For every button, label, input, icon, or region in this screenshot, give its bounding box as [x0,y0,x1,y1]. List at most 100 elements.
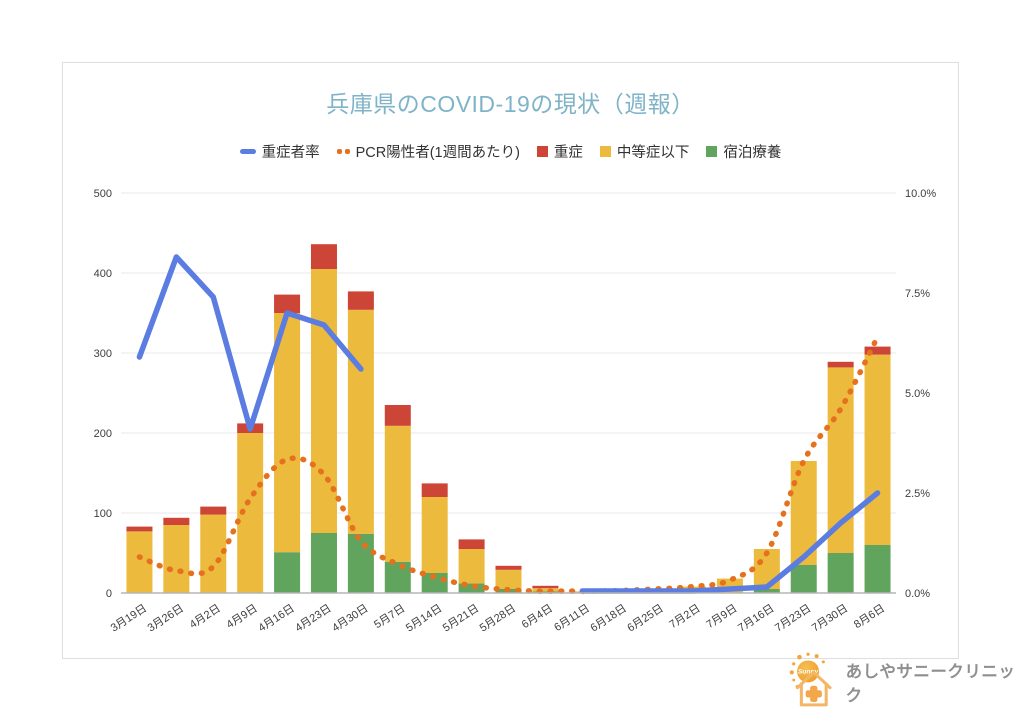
x-axis-label: 7月9日 [704,602,739,631]
y-axis-left-tick: 100 [94,508,112,520]
x-axis-label: 7月2日 [667,602,702,631]
pcr-positive-dotted-line [136,334,881,595]
legend-square-marker-icon [536,146,548,157]
x-axis-label: 4月9日 [225,602,260,631]
y-axis-right-tick: 5.0% [905,388,930,400]
x-axis-label: 4月23日 [293,602,333,634]
bar-segment-green [864,545,891,593]
cross-icon [805,685,822,703]
x-axis-label: 7月30日 [810,602,850,634]
x-axis-label: 5月14日 [404,602,444,634]
clinic-logo-icon: Sunny [789,652,832,707]
legend-item-3: 重症 [536,141,583,162]
stacked-bar-5月7日 [384,405,411,593]
legend-label: 重症者率 [261,145,320,161]
x-axis-label: 5月21日 [441,602,481,634]
bar-segment-green [753,589,780,593]
x-axis-label: 5月7日 [372,602,407,631]
legend-dotted-marker-icon [336,149,350,154]
bar-segment-yellow [495,569,522,589]
bar-segment-yellow [274,313,301,553]
bar-segment-red [347,291,374,310]
x-axis-label: 4月2日 [188,602,223,631]
x-axis-label: 6月11日 [552,602,592,634]
bar-segment-red [421,483,448,497]
stacked-bar-7月30日 [827,361,854,593]
y-axis-left-tick: 0 [106,588,112,600]
bar-segment-red [827,361,854,368]
bar-segment-yellow [532,588,559,592]
y-axis-left-tick: 400 [94,268,112,280]
stacked-bar-4月9日 [237,423,264,593]
stacked-bar-5月14日 [421,483,448,593]
x-axis-label: 8月6日 [852,602,887,631]
bar-segment-red [310,244,337,269]
severe-rate-line [136,254,881,594]
x-axis-label: 4月16日 [256,602,296,634]
legend-label: 中等症以下 [616,145,690,161]
stacked-bar-6月4日 [532,585,559,593]
bar-segment-yellow [310,269,337,533]
stacked-bar-4月30日 [347,291,374,593]
x-axis-label: 6月25日 [625,602,665,634]
x-axis-label: 3月19日 [109,602,149,634]
bar-segment-red [384,405,411,426]
bar-segment-red [864,346,891,355]
legend-label: PCR陽性者(1週間あたり) [355,145,520,161]
bar-segment-red [126,526,153,532]
stacked-bar-3月26日 [163,517,190,593]
chart-legend: 重症者率 PCR陽性者(1週間あたり) 重症 中等症以下 宿泊療養 [63,141,958,162]
bar-segment-yellow [200,514,227,593]
x-axis-label: 4月30日 [330,602,370,634]
bar-segment-yellow [163,525,190,593]
sun-text: Sunny [798,668,819,675]
stacked-bar-4月2日 [200,506,227,593]
x-axis-label: 7月23日 [773,602,813,634]
y-axis-left-tick: 500 [94,188,112,200]
y-axis-left-tick: 200 [94,428,112,440]
bar-segment-yellow [421,497,448,573]
bar-segment-green [274,552,301,593]
bar-segment-red [532,585,559,589]
stacked-bar-8月6日 [864,346,891,593]
legend-square-marker-icon [599,146,611,157]
bar-segment-green [790,565,817,593]
legend-item-2: PCR陽性者(1週間あたり) [336,141,520,162]
bar-segment-red [163,517,190,525]
bar-segment-yellow [864,354,891,545]
legend-line-marker-icon [239,149,256,154]
sun-icon [797,660,820,683]
stacked-bar-4月16日 [274,294,301,593]
stacked-bar-5月21日 [458,539,485,593]
bar-segment-green [532,591,559,593]
stacked-bar-4月23日 [310,244,337,593]
chart-canvas: 0 100 200 300 400 500 0.0% 2.5% 5.0% 7.5% 10.0% 3月1… [94,188,937,634]
clinic-logo: Sunny あしやサニークリニック [788,650,1024,712]
bar-segment-green [347,533,374,593]
y-axis-right-tick: 10.0% [905,188,936,200]
x-axis-label: 5月28日 [478,602,518,634]
clinic-name: あしやサニークリニック [845,663,1016,705]
y-axis-right-tick: 0.0% [905,588,930,600]
bar-segment-yellow [458,549,485,584]
x-axis-label: 6月4日 [520,602,555,631]
legend-item-1: 重症者率 [239,141,320,162]
y-axis-left-tick: 300 [94,348,112,360]
bar-segment-yellow [347,309,374,534]
chart-card: 兵庫県のCOVID-19の現状（週報） 重症者率 PCR陽性者(1週間あたり) 重症… [62,62,959,659]
x-axis-label: 6月18日 [588,602,628,634]
y-axis-right-tick: 7.5% [905,288,930,300]
bar-segment-red [495,565,522,570]
bar-segment-red [458,539,485,549]
x-axis-label: 7月16日 [736,602,776,634]
legend-item-5: 宿泊療養 [706,141,781,162]
bar-segment-yellow [384,425,411,562]
legend-label: 重症 [553,145,583,161]
legend-square-marker-icon [706,146,718,157]
y-axis-right-tick: 2.5% [905,488,930,500]
bar-segment-green [310,533,337,593]
legend-label: 宿泊療養 [723,145,782,161]
legend-item-4: 中等症以下 [599,141,690,162]
bar-segment-green [384,561,411,593]
